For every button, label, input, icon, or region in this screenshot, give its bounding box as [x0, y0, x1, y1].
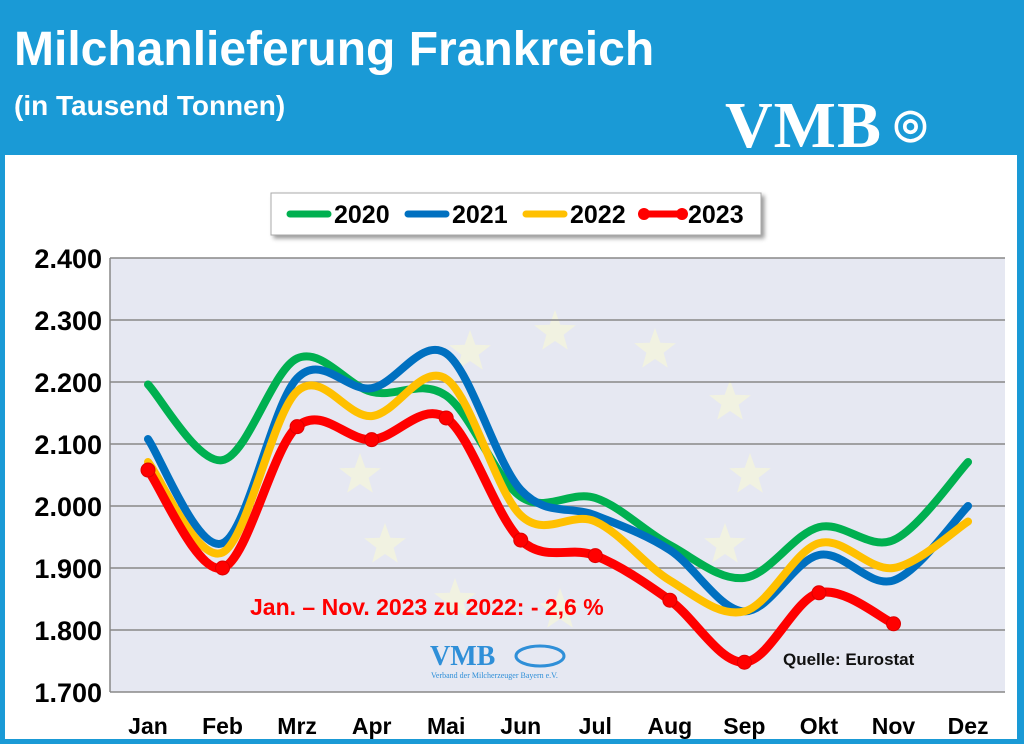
- x-tick-label: Mrz: [277, 713, 317, 739]
- y-tick-label: 1.900: [34, 554, 102, 584]
- chart-subtitle: (in Tausend Tonnen): [14, 90, 286, 121]
- chart-title: Milchanlieferung Frankreich: [14, 23, 655, 76]
- y-tick-label: 2.300: [34, 306, 102, 336]
- data-point-2023: [140, 462, 156, 478]
- x-tick-label: Aug: [647, 713, 692, 739]
- data-point-2023: [215, 560, 231, 576]
- star-icon: [539, 588, 581, 628]
- legend-label: 2022: [570, 201, 626, 229]
- star-icon: [434, 578, 476, 618]
- data-point-2023: [662, 592, 678, 608]
- y-tick-label: 2.200: [34, 368, 102, 398]
- source-note: Quelle: Eurostat: [783, 650, 915, 669]
- x-tick-label: Okt: [800, 713, 839, 739]
- data-point-2023: [513, 532, 529, 548]
- vmb-logo: VMB ◎: [725, 89, 929, 162]
- change-annotation: Jan. – Nov. 2023 zu 2022: - 2,6 %: [250, 594, 604, 620]
- y-tick-label: 1.700: [34, 678, 102, 708]
- star-icon: [634, 328, 676, 368]
- y-tick-label: 2.100: [34, 430, 102, 460]
- data-point-2023: [364, 432, 380, 448]
- legend-label: 2023: [688, 201, 744, 229]
- logo-emblem-icon: [514, 644, 566, 668]
- legend-marker: [676, 208, 688, 220]
- star-icon: [709, 380, 751, 420]
- data-point-2023: [886, 616, 901, 632]
- legend-marker: [638, 208, 650, 220]
- data-point-2023: [811, 585, 827, 601]
- x-tick-label: Jan: [128, 713, 168, 739]
- star-icon: [704, 523, 746, 563]
- data-point-2023: [289, 419, 305, 435]
- y-tick-label: 2.000: [34, 492, 102, 522]
- y-tick-label: 2.400: [34, 244, 102, 274]
- series-line-2022: [144, 371, 973, 617]
- star-icon: [534, 310, 576, 350]
- legend-label: 2021: [452, 201, 508, 229]
- watermark-logo: VMB: [430, 641, 495, 672]
- data-point-2023: [736, 654, 752, 670]
- x-tick-label: Dez: [948, 713, 989, 739]
- y-tick-label: 1.800: [34, 616, 102, 646]
- star-icon: [339, 453, 381, 493]
- legend-label: 2020: [334, 201, 390, 229]
- series-line-2023: [143, 409, 898, 667]
- x-tick-label: Apr: [352, 713, 392, 739]
- star-icon: [449, 330, 491, 370]
- x-tick-label: Mai: [427, 713, 465, 739]
- x-tick-label: Nov: [872, 713, 916, 739]
- data-point-2023: [587, 548, 603, 564]
- data-point-2023: [438, 410, 454, 426]
- star-icon: [364, 523, 406, 563]
- x-tick-label: Feb: [202, 713, 243, 739]
- x-tick-label: Jul: [579, 713, 612, 739]
- x-tick-label: Sep: [723, 713, 765, 739]
- star-icon: [729, 453, 771, 493]
- x-tick-label: Jun: [500, 713, 541, 739]
- watermark-caption: Verband der Milcherzeuger Bayern e.V.: [431, 671, 558, 680]
